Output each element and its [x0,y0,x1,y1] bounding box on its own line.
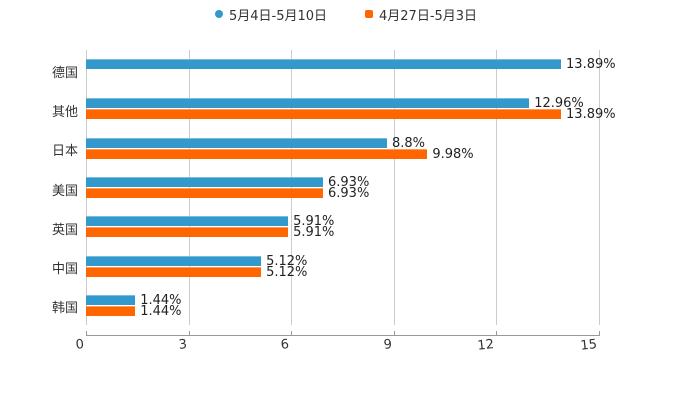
bar-series-2[interactable] [86,188,323,198]
x-tick-label: 9 [382,337,393,353]
category-label: 德国 [51,65,78,81]
x-tick-label: 3 [177,337,188,353]
bar-series-1[interactable] [86,255,262,266]
gridline [86,50,87,325]
value-label: 12.96% [534,96,584,112]
value-label: 5.91% [293,214,335,230]
bar-series-1[interactable] [86,58,562,69]
value-label: 8.8% [391,135,425,151]
category-label: 其他 [51,104,78,120]
category-label: 美国 [51,183,78,199]
category-label: 中国 [51,262,78,278]
x-tick-label: 0 [74,337,85,353]
value-label: 13.89% [566,107,616,123]
x-tick-label: 12 [476,337,495,354]
bar-series-2[interactable] [86,266,262,277]
value-label: 5.12% [266,264,308,280]
bar-series-1[interactable] [86,294,136,305]
value-label: 1.44% [140,303,182,319]
value-label: 9.98% [432,146,474,162]
legend-label: 4月27日-5月3日 [379,8,478,24]
category-label: 日本 [51,144,78,160]
x-tick-label: 6 [279,337,290,353]
x-tick [599,331,600,335]
legend-item-series-2[interactable]: 4月27日-5月3日 [365,4,477,24]
x-axis-line [86,335,600,336]
gridline [394,50,395,325]
square-marker-icon [365,10,373,18]
x-tick [189,331,190,335]
legend-label: 5月4日-5月10日 [229,8,328,24]
legend-item-series-1[interactable]: 5月4日-5月10日 [215,4,327,24]
gridline [496,50,497,325]
x-tick [86,331,87,335]
value-label: 5.91% [293,225,335,241]
gridline [599,50,600,325]
category-label: 韩国 [51,301,78,317]
bar-series-1[interactable] [86,177,323,187]
x-tick [394,331,395,335]
bar-series-2[interactable] [86,109,562,120]
value-label: 6.93% [328,175,370,190]
x-tick [291,331,292,335]
gridline [189,50,190,325]
category-label: 英国 [51,222,78,238]
gridline [291,50,292,325]
value-label: 6.93% [328,186,370,201]
x-tick [496,331,497,335]
value-label: 1.44% [140,292,182,308]
bar-series-2[interactable] [86,227,289,238]
bar-series-1[interactable] [86,216,289,227]
value-label: 13.89% [566,56,616,72]
circle-marker-icon [215,10,223,18]
value-label: 5.12% [266,253,308,269]
bar-series-2[interactable] [86,148,428,159]
chart-legend: 5月4日-5月10日 4月27日-5月3日 [0,4,700,24]
bar-series-1[interactable] [86,137,387,148]
bar-series-2[interactable] [86,305,136,316]
bar-series-1[interactable] [86,98,530,109]
x-tick-label: 15 [579,337,598,354]
